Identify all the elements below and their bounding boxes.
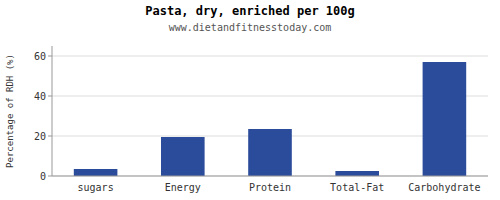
y-tick-label: 20: [34, 131, 46, 142]
x-tick-label: Energy: [165, 182, 201, 193]
x-ticks: sugars Energy Protein Total-Fat Carbohydrate: [78, 182, 481, 193]
bars: [74, 62, 466, 176]
y-tick: [48, 176, 52, 177]
y-axis-label: Percentage of RDH (%): [5, 54, 15, 168]
y-tick-label: 0: [40, 171, 46, 182]
y-grid: [52, 56, 488, 176]
x-tick-label: Carbohydrate: [408, 182, 480, 193]
y-tick: [48, 136, 52, 137]
y-tick: [48, 96, 52, 97]
title: Pasta, dry, enriched per 100g: [145, 4, 355, 18]
subtitle: www.dietandfitnesstoday.com: [169, 22, 332, 33]
bar: [248, 129, 292, 176]
y-axis: [52, 46, 53, 176]
grid-line: [52, 56, 488, 57]
y-tick: [48, 56, 52, 57]
bar: [423, 62, 467, 176]
y-tick-label: 40: [34, 91, 46, 102]
chart-container: Pasta, dry, enriched per 100g www.dietand…: [0, 0, 500, 200]
x-tick-label: Total-Fat: [330, 182, 384, 193]
grid-line: [52, 176, 488, 177]
chart: Pasta, dry, enriched per 100g www.dietand…: [0, 0, 500, 200]
x-axis: [52, 176, 488, 177]
x-tick-label: sugars: [78, 182, 114, 193]
y-tick-label: 60: [34, 51, 46, 62]
x-tick-label: Protein: [249, 182, 291, 193]
y-ticks: 0 20 40 60: [34, 51, 52, 182]
bar: [335, 171, 379, 176]
bar: [161, 137, 205, 176]
bar: [74, 169, 118, 176]
